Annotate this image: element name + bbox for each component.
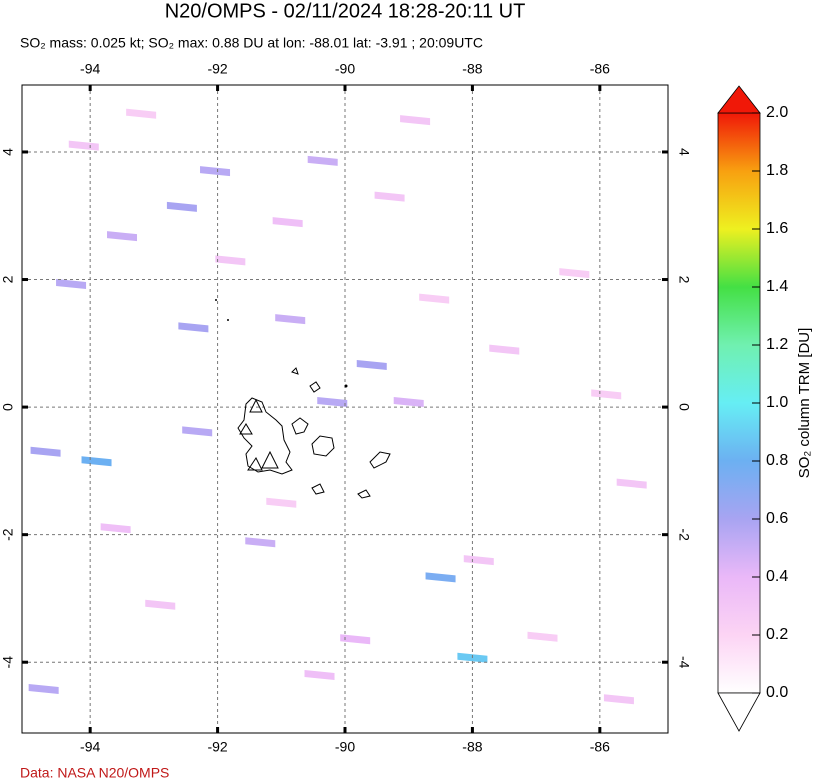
- volcano-marker: [239, 423, 253, 435]
- x-tick-label: -88: [462, 739, 482, 755]
- x-tick-label: -88: [462, 61, 482, 77]
- so2-pixel: [374, 191, 405, 202]
- so2-pixel: [340, 634, 371, 645]
- x-tick-label: -86: [590, 739, 610, 755]
- colorbar-tick-label: 1.4: [766, 278, 788, 295]
- y-tick-label: 2: [0, 275, 16, 283]
- so2-pixel: [28, 683, 59, 694]
- colorbar-tick-label: 0.4: [766, 568, 788, 585]
- colorbar-label: SO₂ column TRM [DU]: [796, 328, 813, 479]
- x-tick-label: -94: [80, 739, 100, 755]
- so2-pixel: [356, 359, 387, 370]
- so2-pixel: [307, 155, 338, 166]
- so2-pixel: [81, 456, 112, 467]
- volcano-marker: [249, 398, 263, 413]
- colorbar-tick-label: 1.2: [766, 336, 788, 353]
- x-tick-label: -90: [335, 61, 355, 77]
- so2-pixel: [215, 255, 246, 266]
- coastline: [227, 319, 229, 321]
- y-tick-label: -2: [0, 528, 16, 541]
- so2-pixel: [166, 201, 197, 212]
- coastline: [344, 384, 348, 388]
- coastline: [311, 483, 325, 495]
- so2-pixel: [145, 599, 176, 610]
- so2-pixel: [56, 278, 87, 289]
- y-tick-label: -4: [0, 656, 16, 669]
- x-tick-label: -94: [80, 61, 100, 77]
- so2-pixel: [200, 166, 231, 177]
- y-tick-label: 4: [0, 148, 16, 156]
- y-tick-label: -2: [676, 528, 692, 541]
- chart-subtitle: SO₂ mass: 0.025 kt; SO₂ max: 0.88 DU at …: [20, 35, 483, 51]
- colorbar-over: [717, 85, 761, 114]
- coastline: [357, 489, 371, 499]
- y-tick-label: -4: [676, 656, 692, 669]
- colorbar-tick-label: 1.8: [766, 162, 788, 179]
- so2-pixel: [559, 268, 590, 279]
- colorbar-tick-label: 1.6: [766, 220, 788, 237]
- so2-pixel: [182, 426, 213, 437]
- so2-pixel: [245, 537, 276, 548]
- coastline: [311, 435, 335, 457]
- so2-pixel: [603, 694, 634, 705]
- colorbar-tick-label: 0.0: [766, 684, 788, 701]
- y-tick-label: 4: [676, 148, 692, 156]
- coastline: [215, 299, 217, 301]
- so2-pixel: [126, 108, 157, 119]
- so2-pixel: [272, 217, 303, 228]
- so2-pixel: [489, 344, 520, 355]
- data-source: Data: NASA N20/OMPS: [20, 765, 169, 781]
- so2-pixel: [527, 631, 558, 642]
- colorbar-under: [717, 692, 761, 732]
- so2-pixel: [591, 389, 622, 400]
- x-tick-label: -86: [590, 61, 610, 77]
- x-tick-label: -92: [207, 739, 227, 755]
- map-frame: [21, 84, 669, 734]
- y-tick-label: 0: [0, 403, 16, 411]
- so2-pixel: [425, 572, 456, 583]
- so2-pixel: [30, 446, 61, 457]
- coastline: [291, 367, 299, 375]
- so2-pixel: [304, 669, 335, 680]
- x-tick-label: -92: [207, 61, 227, 77]
- so2-pixel: [463, 555, 494, 566]
- so2-pixel: [68, 140, 99, 151]
- coastline: [309, 381, 321, 393]
- pixel-layer: [28, 108, 647, 705]
- so2-pixel: [275, 314, 306, 325]
- colorbar-tick-label: 0.6: [766, 510, 788, 527]
- colorbar-tick-label: 0.2: [766, 626, 788, 643]
- colorbar-tick-label: 2.0: [766, 104, 788, 121]
- so2-pixel: [419, 293, 450, 304]
- coastline: [291, 417, 309, 435]
- coastlines: [215, 299, 391, 499]
- so2-pixel: [100, 523, 131, 534]
- colorbar-tick-label: 1.0: [766, 394, 788, 411]
- coastline: [237, 397, 293, 475]
- chart-title: N20/OMPS - 02/11/2024 18:28-20:11 UT: [165, 0, 526, 22]
- colorbar-tick-label: 0.8: [766, 452, 788, 469]
- coastline: [369, 451, 391, 469]
- so2-pixel: [107, 231, 138, 242]
- so2-pixel: [400, 115, 431, 126]
- colorbar: SO₂ column TRM [DU] 0.0 0.2 0.4 0.6 0.8 1.0 1.…: [717, 85, 813, 732]
- so2-pixel: [616, 478, 647, 489]
- x-tick-label: -90: [335, 739, 355, 755]
- so2-pixel: [266, 497, 297, 508]
- volcano-marker: [261, 450, 279, 469]
- y-tick-label: 2: [676, 276, 692, 284]
- so2-pixel: [178, 322, 209, 333]
- grid-layer: -94 -94 -92 -92 -90 -90 -88 -88 -86 -86 -4 -4 -2 -2 0 0…: [0, 61, 692, 755]
- volcano-marker: [247, 457, 263, 471]
- so2-pixel: [317, 396, 348, 407]
- y-tick-label: 0: [676, 403, 692, 411]
- so2-pixel: [393, 396, 424, 407]
